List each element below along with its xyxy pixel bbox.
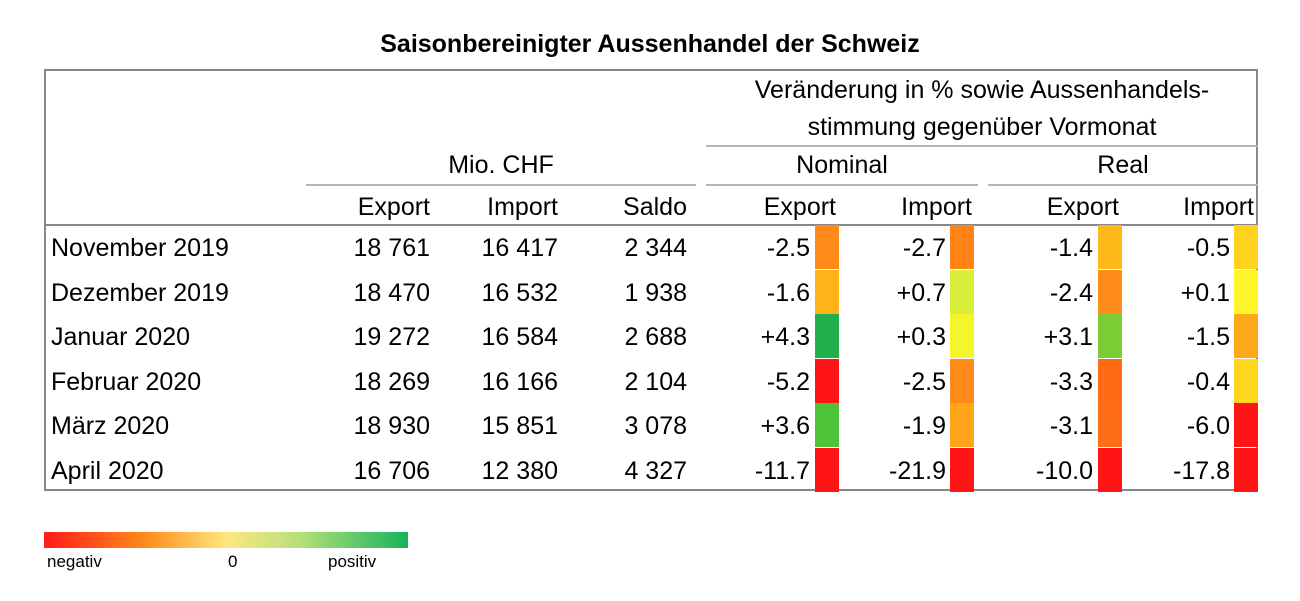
cell-saldo: 2 688 (624, 323, 687, 351)
cell-nom-import: +0.3 (896, 323, 946, 351)
heat-swatch (1098, 314, 1122, 358)
cell-export: 18 761 (353, 234, 430, 262)
col-header-nom-import: Import (901, 193, 972, 221)
header-rule-nominal (706, 184, 978, 186)
cell-import: 16 532 (481, 278, 558, 307)
heat-swatch (1234, 225, 1258, 269)
row-label: März 2020 (51, 412, 170, 440)
cell-nom-export: -2.5 (766, 234, 810, 262)
row-label: Dezember 2019 (51, 278, 229, 307)
heat-swatch (815, 269, 839, 314)
row-label: November 2019 (51, 234, 229, 262)
cell-export: 18 269 (353, 367, 430, 396)
cell-nom-export: +3.6 (760, 412, 810, 440)
heat-swatch (815, 314, 839, 358)
header-nominal: Nominal (796, 151, 888, 179)
cell-real-import: -0.5 (1186, 234, 1230, 262)
heat-swatch (1234, 358, 1258, 403)
header-rule-change (706, 145, 1258, 147)
cell-real-export: +3.1 (1043, 323, 1093, 351)
row-label: Januar 2020 (51, 323, 191, 351)
cell-saldo: 4 327 (624, 456, 687, 485)
cell-real-export: -1.4 (1049, 234, 1093, 262)
cell-real-export: -2.4 (1049, 278, 1093, 307)
left-border (44, 224, 46, 491)
cell-nom-export: -1.6 (766, 278, 810, 307)
heat-swatch (950, 447, 974, 492)
cell-real-import: -6.0 (1186, 412, 1230, 440)
heat-swatch (815, 447, 839, 492)
cell-real-import: +0.1 (1180, 278, 1230, 307)
heat-swatch (1234, 403, 1258, 447)
cell-saldo: 2 344 (624, 234, 687, 262)
cell-nom-import: -21.9 (889, 456, 946, 485)
cell-nom-export: -11.7 (754, 456, 810, 485)
cell-nom-export: -5.2 (766, 367, 810, 396)
header-divider (44, 224, 1258, 226)
cell-real-export: -3.3 (1049, 367, 1093, 396)
cell-real-import: -1.5 (1186, 323, 1230, 351)
heat-swatch (815, 358, 839, 403)
cell-nom-export: +4.3 (760, 323, 810, 351)
cell-nom-import: -1.9 (902, 412, 946, 440)
cell-export: 16 706 (353, 456, 430, 485)
cell-real-import: -17.8 (1173, 456, 1230, 485)
chart-title: Saisonbereinigter Aussenhandel der Schwe… (380, 30, 920, 58)
col-header-real-import: Import (1183, 193, 1254, 221)
cell-real-export: -10.0 (1036, 456, 1093, 485)
heat-swatch (1234, 447, 1258, 492)
header-real: Real (1097, 151, 1149, 179)
col-header-export: Export (357, 193, 430, 221)
heat-swatch (950, 403, 974, 447)
heat-swatch (815, 403, 839, 447)
heat-swatch (950, 314, 974, 358)
cell-saldo: 1 938 (624, 278, 687, 307)
col-header-nom-export: Export (763, 193, 836, 221)
cell-nom-import: +0.7 (896, 278, 946, 307)
heat-swatch (815, 225, 839, 269)
heat-swatch (1234, 269, 1258, 314)
legend-zero-label: 0 (228, 552, 238, 571)
col-header-real-export: Export (1046, 193, 1119, 221)
legend-positive-label: positiv (328, 552, 377, 571)
legend-negative-label: negativ (47, 552, 102, 571)
cell-import: 12 380 (481, 456, 558, 485)
cell-import: 16 417 (481, 234, 558, 262)
cell-import: 15 851 (481, 412, 558, 440)
cell-saldo: 2 104 (624, 367, 687, 396)
heat-swatch (950, 269, 974, 314)
cell-export: 19 272 (353, 323, 430, 351)
cell-real-export: -3.1 (1049, 412, 1093, 440)
heat-swatch (1234, 314, 1258, 358)
heat-swatch (1098, 358, 1122, 403)
cell-nom-import: -2.7 (902, 234, 946, 262)
header-mio-chf: Mio. CHF (448, 151, 554, 179)
heat-swatch (1098, 269, 1122, 314)
header-change-line2: stimmung gegenüber Vormonat (807, 113, 1157, 141)
cell-export: 18 930 (353, 412, 430, 440)
heat-swatch (1098, 403, 1122, 447)
heat-swatch (950, 358, 974, 403)
cell-export: 18 470 (353, 278, 430, 307)
cell-import: 16 166 (481, 367, 558, 396)
header-rule-mio (306, 184, 696, 186)
row-label: Februar 2020 (51, 367, 202, 396)
heat-swatch (950, 225, 974, 269)
col-header-import: Import (487, 193, 558, 221)
col-header-saldo: Saldo (623, 193, 687, 221)
row-label: April 2020 (51, 456, 164, 485)
legend-color-scale (44, 532, 408, 548)
cell-nom-import: -2.5 (902, 367, 946, 396)
cell-real-import: -0.4 (1186, 367, 1230, 396)
header-change-line1: Veränderung in % sowie Aussenhandels- (754, 76, 1210, 104)
heat-swatch (1098, 447, 1122, 492)
heat-swatch (1098, 225, 1122, 269)
cell-saldo: 3 078 (624, 412, 687, 440)
header-rule-real (988, 184, 1258, 186)
cell-import: 16 584 (481, 323, 558, 351)
